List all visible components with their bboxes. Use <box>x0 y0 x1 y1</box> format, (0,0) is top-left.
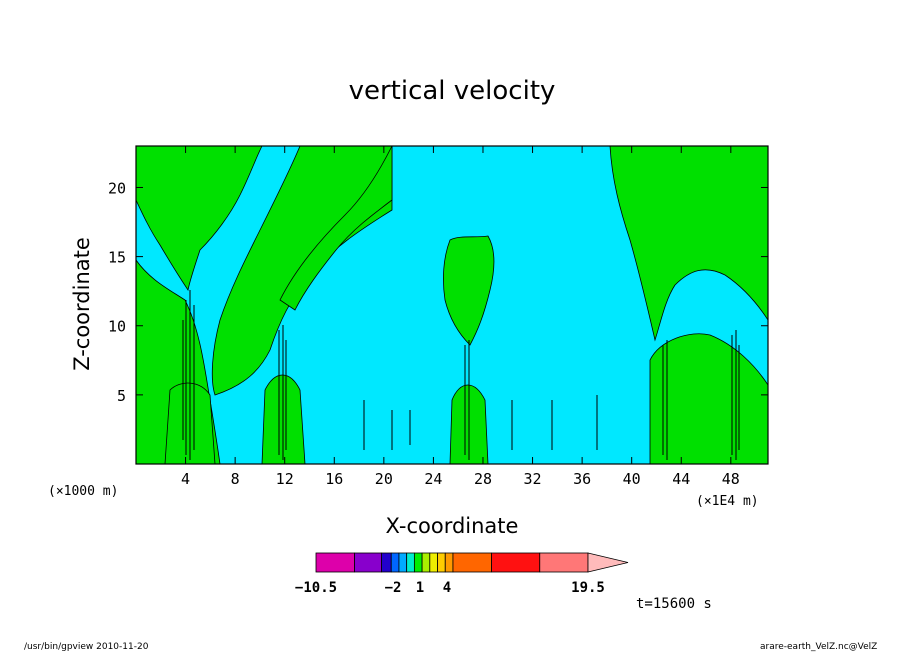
x-tick-label: 32 <box>524 470 542 488</box>
colorbar-tick-label: −2 <box>385 580 402 596</box>
colorbar-swatch <box>315 552 355 573</box>
colorbar-swatch <box>491 552 541 573</box>
colorbar-swatch <box>413 552 423 573</box>
x-tick-label: 12 <box>276 470 294 488</box>
colorbar-swatch <box>398 552 408 573</box>
colorbar-tick-label: 1 <box>416 580 424 596</box>
colorbar-swatch <box>539 552 589 573</box>
colorbar-swatch <box>437 552 446 573</box>
y-axis-label: Z-coordinate <box>70 237 94 371</box>
chart-title: vertical velocity <box>348 76 556 106</box>
green-region-mid-stripe <box>279 146 393 311</box>
plot-frame <box>135 145 769 465</box>
footer-right: arare-earth_VelZ.nc@VelZ <box>760 642 878 652</box>
colorbar-tick-label: 19.5 <box>571 580 605 596</box>
footer-left: /usr/bin/gpview 2010-11-20 <box>24 642 149 652</box>
time-label: t=15600 s <box>636 596 712 612</box>
x-ticks: 4 8 12 16 20 24 28 32 36 40 44 48 <box>181 146 740 488</box>
x-tick-label: 24 <box>424 470 442 488</box>
y-tick-label: 15 <box>108 249 126 267</box>
x-tick-label: 44 <box>672 470 690 488</box>
x-tick-label: 28 <box>474 470 492 488</box>
x-tick-label: 20 <box>375 470 393 488</box>
colorbar-swatch <box>444 552 454 573</box>
y-tick-label: 20 <box>108 179 126 197</box>
colorbar-swatch <box>406 552 415 573</box>
x-tick-label: 36 <box>573 470 591 488</box>
colorbar-swatch <box>421 552 431 573</box>
green-region-center-blob <box>443 235 495 346</box>
x-tick-label: 48 <box>722 470 740 488</box>
x-tick-label: 4 <box>181 470 190 488</box>
x-axis-label: X-coordinate <box>385 514 519 538</box>
x-tick-label: 8 <box>231 470 240 488</box>
y-tick-label: 10 <box>108 318 126 336</box>
colorbar-tick-label: 4 <box>443 580 451 596</box>
x-tick-label: 40 <box>623 470 641 488</box>
green-region-right-top <box>609 146 768 342</box>
colorbar-tick-label: −10.5 <box>295 580 337 596</box>
colorbar-extend-arrow <box>587 552 629 573</box>
colorbar-swatch <box>381 552 392 573</box>
colorbar: −10.5 −2 1 4 19.5 <box>295 552 629 596</box>
y-ticks: 5 10 15 20 <box>108 179 768 405</box>
colorbar-swatch <box>354 552 382 573</box>
colorbar-swatch <box>452 552 492 573</box>
x-tick-label: 16 <box>325 470 343 488</box>
x-unit-left: (×1000 m) <box>48 484 119 499</box>
colorbar-swatch <box>429 552 438 573</box>
y-tick-label: 5 <box>117 387 126 405</box>
contour-columns <box>182 290 740 460</box>
colorbar-swatch <box>390 552 400 573</box>
x-unit-right: (×1E4 m) <box>696 494 759 509</box>
green-region-left-top <box>136 146 263 292</box>
